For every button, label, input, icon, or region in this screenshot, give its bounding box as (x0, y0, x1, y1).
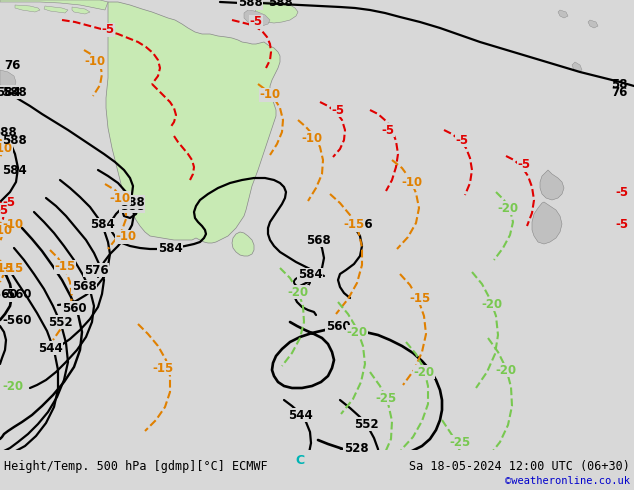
Polygon shape (572, 62, 582, 72)
Text: -10: -10 (0, 142, 13, 154)
Text: -20: -20 (481, 297, 503, 311)
Text: 584: 584 (158, 242, 183, 254)
Text: 584: 584 (2, 164, 27, 176)
Polygon shape (44, 6, 68, 13)
Text: -560: -560 (2, 289, 32, 301)
Text: -25: -25 (450, 436, 470, 448)
Text: -5: -5 (615, 186, 628, 198)
Text: -15: -15 (410, 292, 430, 304)
Text: 576: 576 (347, 219, 372, 231)
Text: 588: 588 (238, 0, 262, 9)
Text: 588: 588 (2, 133, 27, 147)
Text: 584: 584 (89, 219, 114, 231)
Text: -20: -20 (495, 364, 517, 376)
Text: -15: -15 (2, 262, 23, 274)
Polygon shape (106, 2, 280, 243)
Text: -10: -10 (301, 131, 323, 145)
Text: -10: -10 (0, 223, 13, 237)
Polygon shape (588, 20, 598, 28)
Polygon shape (540, 170, 564, 200)
Text: -5: -5 (517, 158, 531, 172)
Text: 588: 588 (0, 125, 16, 139)
Text: 58: 58 (612, 78, 628, 92)
Text: 560: 560 (326, 319, 351, 333)
Text: -15: -15 (152, 362, 174, 374)
Text: -5: -5 (382, 123, 394, 137)
Text: 584: 584 (297, 269, 322, 281)
Text: -560: -560 (2, 314, 32, 326)
Text: -10: -10 (84, 55, 106, 69)
Polygon shape (0, 70, 16, 90)
Text: -20: -20 (346, 325, 368, 339)
Text: -5: -5 (332, 103, 344, 117)
Text: 76: 76 (612, 85, 628, 98)
Text: 588: 588 (120, 199, 145, 213)
Text: 576: 576 (84, 264, 108, 276)
Text: 560: 560 (61, 301, 86, 315)
Text: 588: 588 (2, 85, 27, 98)
Text: -5: -5 (0, 203, 9, 217)
Text: 588: 588 (268, 0, 292, 9)
Text: -20: -20 (2, 379, 23, 392)
Text: -20: -20 (413, 366, 434, 378)
Text: -15: -15 (55, 261, 75, 273)
Text: -5: -5 (249, 16, 262, 28)
Polygon shape (15, 5, 40, 12)
Text: ©weatheronline.co.uk: ©weatheronline.co.uk (505, 476, 630, 486)
Text: 568: 568 (72, 280, 96, 294)
Text: 544: 544 (37, 342, 62, 354)
Text: -5: -5 (101, 24, 115, 36)
Text: -20: -20 (498, 201, 519, 215)
Text: Sa 18-05-2024 12:00 UTC (06+30): Sa 18-05-2024 12:00 UTC (06+30) (409, 460, 630, 473)
Polygon shape (255, 2, 298, 23)
Text: Height/Temp. 500 hPa [gdmp][°C] ECMWF: Height/Temp. 500 hPa [gdmp][°C] ECMWF (4, 460, 268, 473)
Text: -10: -10 (401, 175, 423, 189)
Text: -560: -560 (0, 289, 18, 301)
Text: -15: -15 (0, 262, 13, 274)
Text: 528: 528 (344, 441, 368, 455)
Text: -10: -10 (259, 89, 281, 101)
Polygon shape (244, 10, 270, 26)
Text: -25: -25 (375, 392, 397, 405)
Text: -10: -10 (115, 230, 136, 244)
Polygon shape (0, 0, 108, 10)
Text: 552: 552 (354, 417, 378, 431)
Text: -5: -5 (2, 196, 15, 209)
Text: 552: 552 (48, 316, 72, 328)
Text: 588: 588 (120, 196, 145, 209)
Text: -20: -20 (287, 286, 309, 298)
Text: 544: 544 (288, 409, 313, 421)
Polygon shape (232, 232, 254, 256)
Polygon shape (558, 10, 568, 18)
Text: 568: 568 (306, 234, 330, 246)
Polygon shape (532, 202, 562, 244)
Text: -5: -5 (615, 219, 628, 231)
Text: -15: -15 (344, 219, 365, 231)
Text: C: C (295, 454, 304, 466)
Text: -10: -10 (2, 219, 23, 231)
Text: -5: -5 (455, 133, 469, 147)
Text: -10: -10 (110, 192, 131, 204)
Polygon shape (72, 7, 90, 14)
Polygon shape (238, 2, 260, 9)
Text: 76: 76 (4, 59, 20, 73)
Text: 584: 584 (0, 85, 20, 98)
